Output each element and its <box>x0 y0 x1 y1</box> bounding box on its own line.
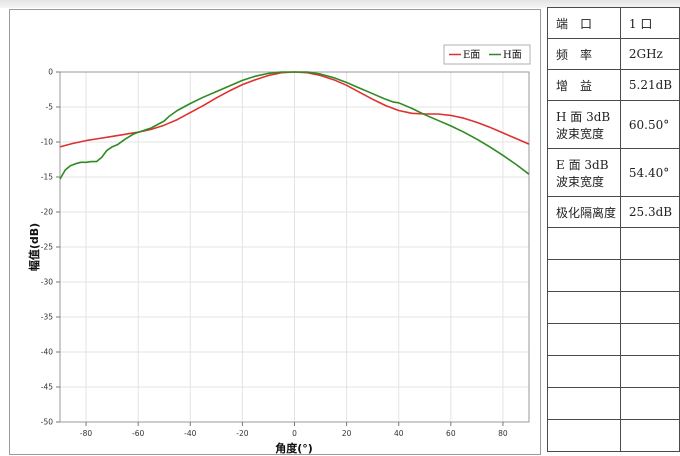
spec-label: 频 率 <box>547 38 621 70</box>
x-tick-label: -80 <box>80 429 92 438</box>
spec-value: 2GHz <box>619 38 680 70</box>
x-tick-label: 60 <box>446 429 456 438</box>
y-tick-label: -10 <box>41 138 53 147</box>
spec-row <box>547 259 680 292</box>
top-band <box>0 0 680 8</box>
x-tick-label: 40 <box>394 429 404 438</box>
spec-value: 54.40° <box>619 148 680 197</box>
y-tick-label: -20 <box>41 208 53 217</box>
x-tick-label: -60 <box>132 429 144 438</box>
spec-row: 频 率 2GHz <box>547 38 680 70</box>
legend: E面 H面 <box>443 44 531 65</box>
y-tick-label: -30 <box>41 278 53 287</box>
x-tick-label: 80 <box>498 429 508 438</box>
legend-box <box>443 44 531 65</box>
spec-label: 端 口 <box>547 7 621 39</box>
x-tick-label: -40 <box>184 429 196 438</box>
spec-row: 增 益 5.21dB <box>547 69 680 101</box>
spec-value: 5.21dB <box>619 69 680 101</box>
y-tick-layer: 0 -5 -10 -15 -20 -25 -30 -35 -40 -45 -50 <box>41 68 60 427</box>
spec-label <box>547 259 621 292</box>
spec-label <box>547 355 621 388</box>
spec-row <box>547 387 680 420</box>
spec-label <box>547 419 621 452</box>
spec-row <box>547 323 680 356</box>
spec-row: 极化隔离度 25.3dB <box>547 196 680 228</box>
series-line-h-plane <box>59 71 530 180</box>
spec-label <box>547 291 621 324</box>
spec-value <box>619 291 680 324</box>
spec-row <box>547 355 680 388</box>
y-tick-label: -45 <box>41 383 53 392</box>
legend-label-h: H面 <box>503 50 522 61</box>
spec-value: 1 口 <box>619 7 680 39</box>
legend-label-e: E面 <box>463 50 480 61</box>
spec-row <box>547 227 680 260</box>
spec-label: 极化隔离度 <box>547 196 621 228</box>
x-tick-layer: -80 -60 -40 -20 0 20 40 60 80 <box>80 422 508 438</box>
grid-layer <box>60 71 529 423</box>
chart-svg: 0 -5 -10 -15 -20 -25 -30 -35 -40 -45 -50 -80 -60 -40… <box>27 44 531 455</box>
spec-value <box>619 323 680 356</box>
y-tick-label: -25 <box>41 243 53 252</box>
spec-label <box>547 227 621 260</box>
spec-value <box>619 355 680 388</box>
spec-value <box>619 259 680 292</box>
x-tick-label: 0 <box>292 429 297 438</box>
y-tick-label: -15 <box>41 173 53 182</box>
spec-label <box>547 323 621 356</box>
spec-row: E 面 3dB 波束宽度 54.40° <box>547 148 680 197</box>
spec-value: 60.50° <box>619 100 680 149</box>
spec-label: 增 益 <box>547 69 621 101</box>
spec-value <box>619 387 680 420</box>
spec-row: H 面 3dB 波束宽度 60.50° <box>547 100 680 149</box>
spec-label: E 面 3dB 波束宽度 <box>547 148 621 197</box>
y-tick-label: 0 <box>48 68 53 77</box>
spec-value <box>619 227 680 260</box>
spec-label: H 面 3dB 波束宽度 <box>547 100 621 149</box>
y-tick-label: -35 <box>41 313 53 322</box>
spec-row <box>547 419 680 452</box>
x-tick-label: 20 <box>342 429 352 438</box>
x-axis-title: 角度(°) <box>275 441 313 455</box>
series-layer <box>59 71 530 180</box>
y-axis-title: 幅值(dB) <box>27 223 41 271</box>
spec-label <box>547 387 621 420</box>
spec-value <box>619 419 680 452</box>
radiation-pattern-chart: 0 -5 -10 -15 -20 -25 -30 -35 -40 -45 -50 -80 -60 -40… <box>9 9 541 455</box>
y-tick-label: -50 <box>41 418 53 427</box>
y-tick-label: -40 <box>41 348 53 357</box>
spec-row <box>547 291 680 324</box>
x-tick-label: -20 <box>236 429 248 438</box>
y-tick-label: -5 <box>46 103 54 112</box>
spec-value: 25.3dB <box>619 196 680 228</box>
